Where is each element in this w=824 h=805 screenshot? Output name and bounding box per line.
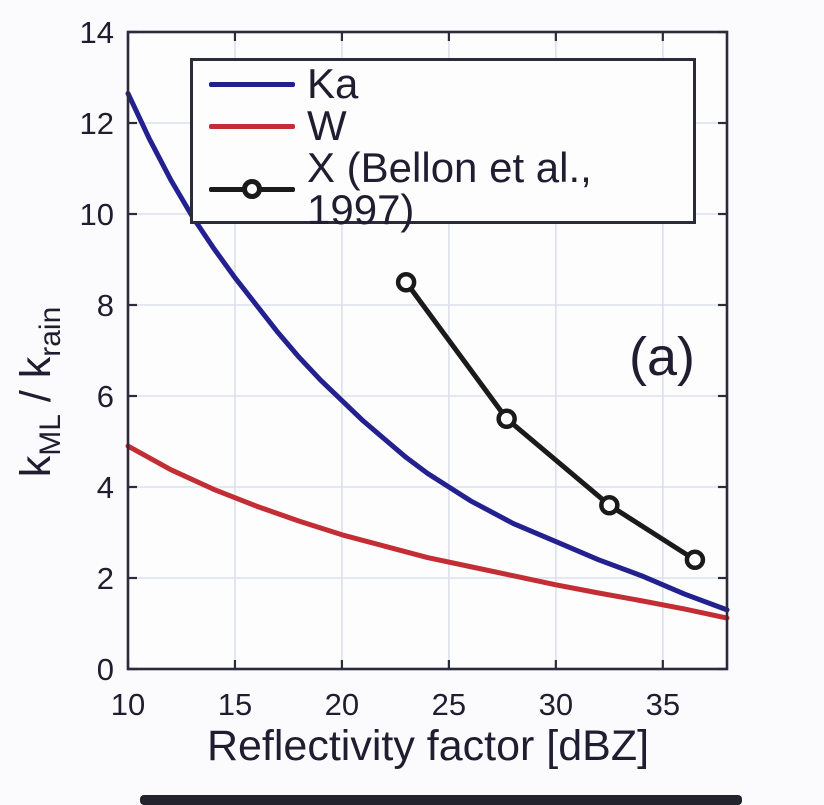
y-axis-title-separator: / — [12, 378, 61, 415]
y-tick-label: 0 — [97, 652, 114, 687]
axis-ticks — [126, 30, 727, 671]
data-point-marker — [496, 408, 517, 429]
x-tick-label: 25 — [432, 687, 466, 722]
legend-line-sample-ka — [209, 74, 295, 94]
series-x-line — [395, 272, 706, 571]
data-point-marker — [684, 549, 706, 571]
legend: Ka W X (Bellon et al., 1997) — [190, 58, 696, 231]
legend-line-sample-w — [209, 116, 295, 136]
axes-frame — [126, 30, 729, 671]
legend-item-x-bellon: X (Bellon et al., 1997) — [193, 147, 693, 231]
circle-marker-icon — [242, 179, 262, 199]
y-tick-label: 4 — [97, 470, 114, 505]
series-ka-line — [125, 90, 730, 613]
x-tick-label: 30 — [539, 687, 573, 722]
legend-label-w: W — [307, 102, 347, 149]
data-point-marker — [395, 272, 417, 293]
y-tick-label: 14 — [80, 15, 114, 50]
legend-label-x-bellon: X (Bellon et al., 1997) — [307, 144, 592, 233]
y-tick-label: 10 — [80, 197, 114, 232]
x-axis-title: Reflectivity factor [dBZ] — [206, 722, 650, 770]
legend-item-ka: Ka — [193, 63, 693, 105]
y-axis-title-k2: k — [12, 356, 61, 379]
legend-item-w: W — [193, 105, 693, 147]
y-axis-title-sub-ml: ML — [33, 414, 67, 456]
legend-line-sample-x — [209, 179, 295, 199]
y-tick-label: 2 — [97, 561, 114, 596]
x-tick-label: 35 — [646, 687, 680, 722]
y-axis-title-k1: k — [12, 455, 61, 478]
next-panel-edge — [140, 795, 742, 805]
y-axis-title: kML / krain — [12, 307, 68, 478]
legend-label-ka: Ka — [307, 60, 359, 107]
data-point-marker — [599, 494, 620, 516]
panel-label: (a) — [629, 327, 695, 387]
x-tick-label: 15 — [218, 687, 252, 722]
y-axis-title-sub-rain: rain — [33, 306, 67, 357]
y-tick-label: 12 — [80, 106, 114, 141]
y-tick-label: 8 — [97, 288, 114, 323]
x-tick-label: 10 — [111, 687, 145, 722]
series-w-line — [125, 443, 730, 621]
y-tick-label: 6 — [97, 379, 114, 414]
x-tick-label: 20 — [325, 687, 359, 722]
